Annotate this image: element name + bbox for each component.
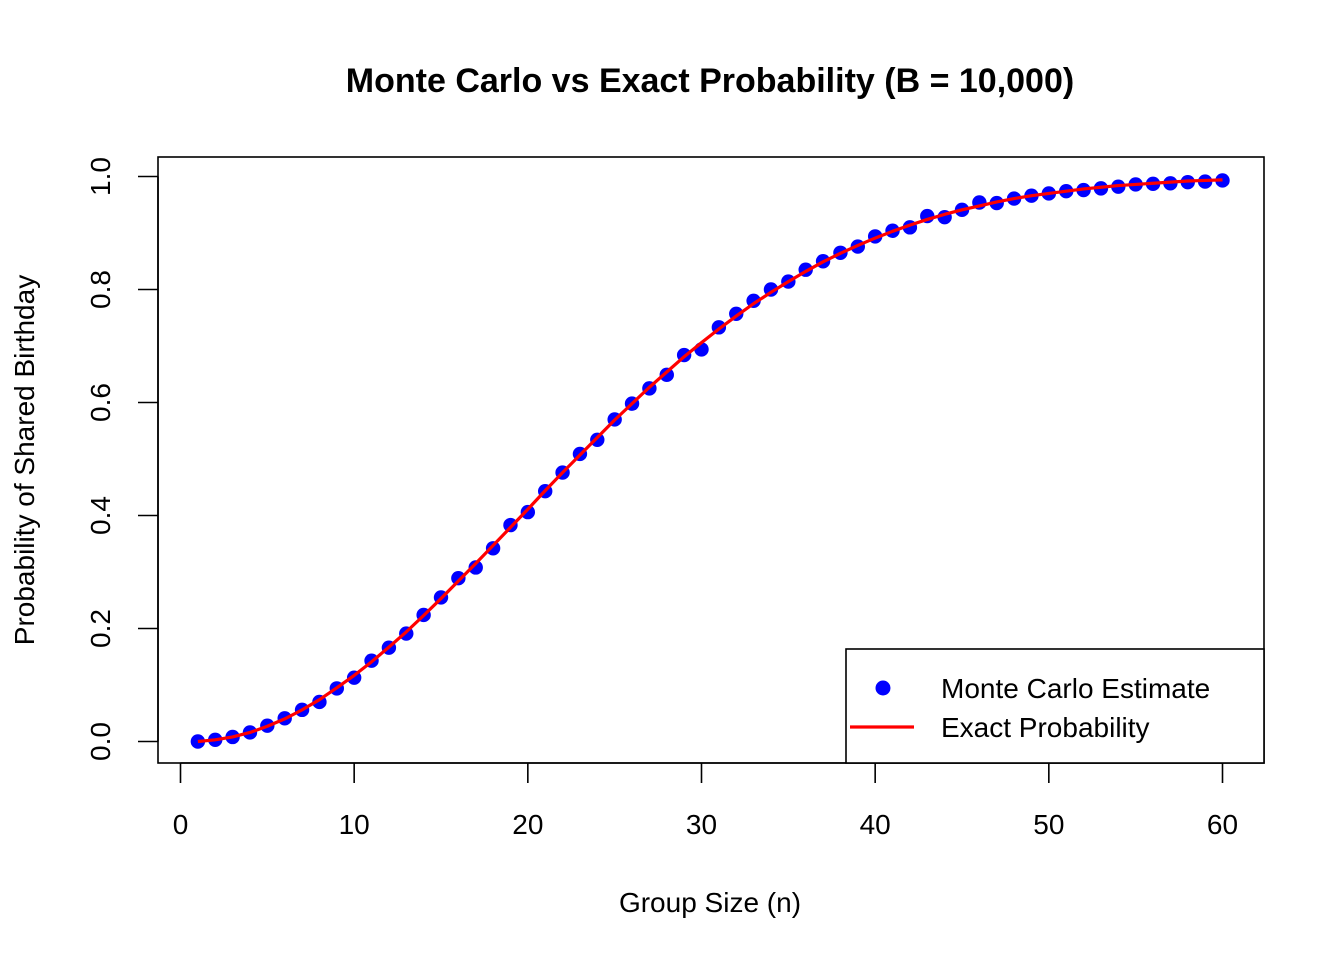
monte-carlo-point [190, 734, 206, 749]
monte-carlo-point [451, 571, 466, 586]
chart-title: Monte Carlo vs Exact Probability (B = 10… [346, 62, 1074, 100]
y-axis-label: Probability of Shared Birthday [9, 275, 40, 645]
legend-point-marker [875, 680, 891, 696]
monte-carlo-point [659, 367, 674, 383]
legend-box [845, 648, 1265, 764]
series-layer [190, 173, 1230, 749]
x-tick-label: 40 [860, 809, 891, 840]
x-axis-label: Group Size (n) [619, 887, 801, 918]
exact-probability-line [197, 178, 1223, 744]
x-tick-label: 10 [339, 809, 370, 840]
legend: Monte Carlo Estimate Exact Probability [845, 648, 1265, 764]
y-tick-label: 0.6 [85, 383, 116, 422]
y-tick-label: 0.0 [85, 722, 116, 761]
monte-carlo-point [468, 560, 483, 575]
x-tick-label: 30 [686, 809, 717, 840]
x-tick-label: 50 [1033, 809, 1064, 840]
x-tick-label: 60 [1207, 809, 1238, 840]
x-axis: 0 10 20 30 40 50 60 [173, 762, 1238, 840]
y-tick-label: 1.0 [85, 157, 116, 196]
monte-carlo-point [520, 504, 536, 520]
legend-label-monte-carlo: Monte Carlo Estimate [941, 673, 1210, 704]
monte-carlo-point [485, 541, 501, 556]
legend-label-exact: Exact Probability [941, 712, 1150, 743]
y-tick-label: 0.4 [85, 496, 116, 535]
y-axis: 0.0 0.2 0.4 0.6 0.8 1.0 [85, 157, 159, 761]
x-tick-label: 0 [173, 809, 189, 840]
y-tick-label: 0.8 [85, 270, 116, 309]
y-tick-label: 0.2 [85, 609, 116, 648]
x-tick-label: 20 [512, 809, 543, 840]
